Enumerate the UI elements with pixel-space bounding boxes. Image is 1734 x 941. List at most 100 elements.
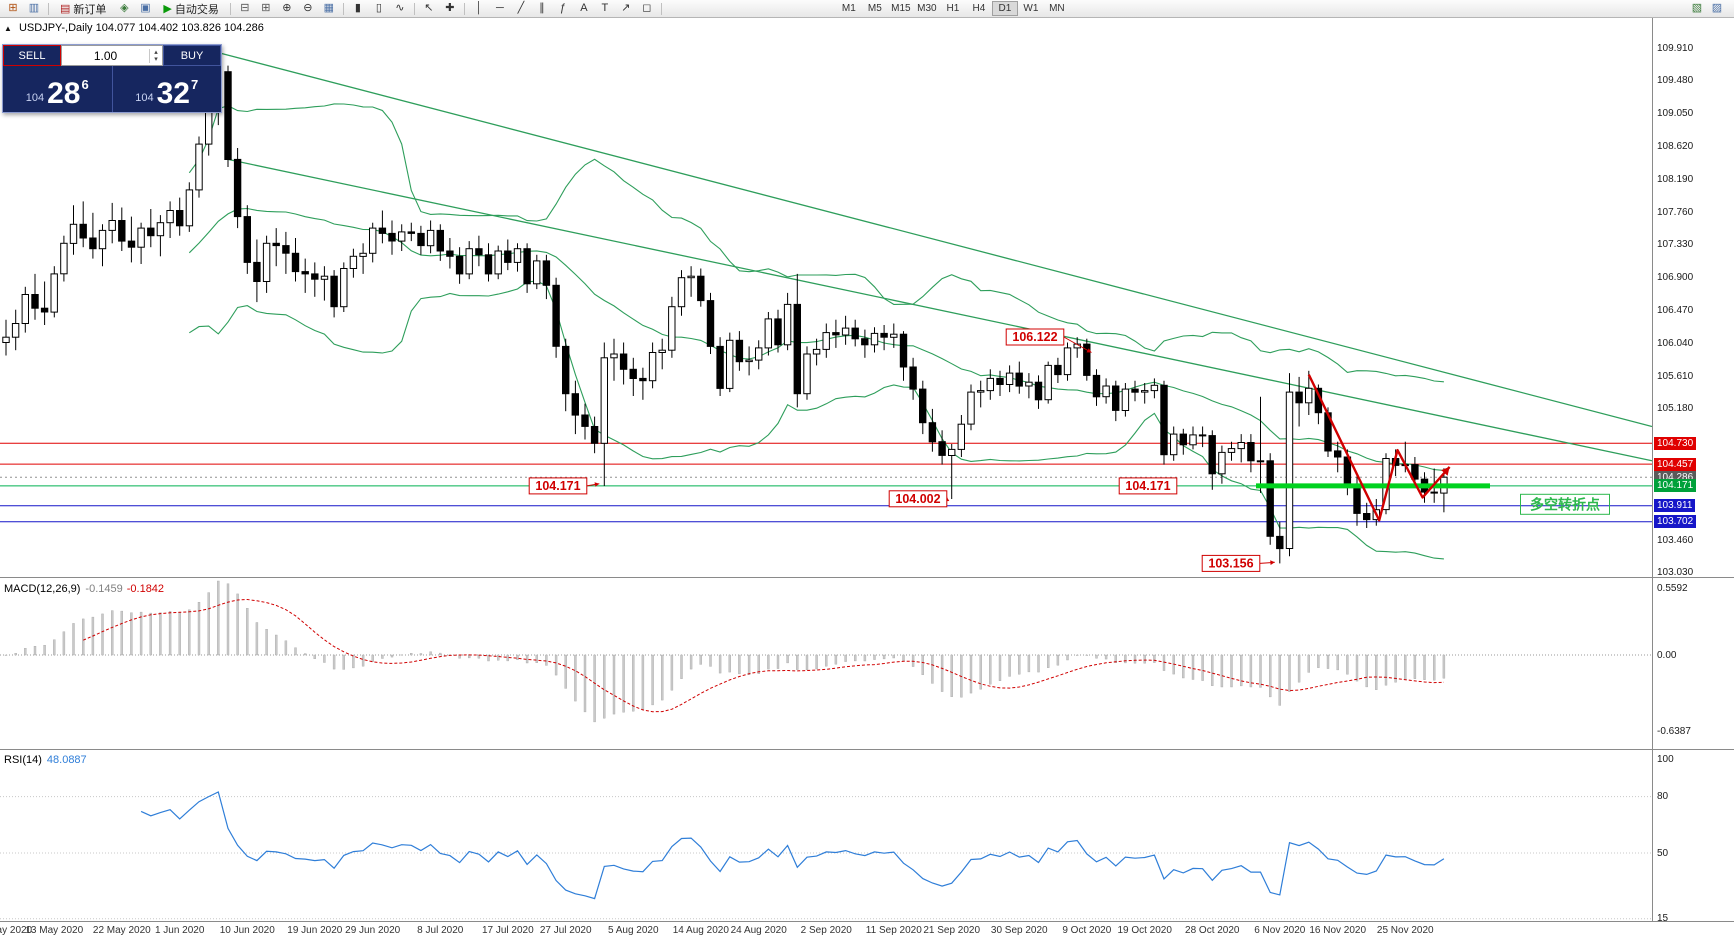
price-callout-box[interactable]: [528, 477, 588, 495]
timeframe-m5[interactable]: M5: [867, 3, 882, 14]
zoom-in-icon[interactable]: ⊕: [282, 2, 292, 14]
bar-chart-mode-icon[interactable]: ▮: [354, 2, 361, 14]
timeframe-m1[interactable]: M1: [841, 3, 856, 14]
price-callout-box[interactable]: [1118, 477, 1178, 495]
market-watch-icon[interactable]: ◈: [120, 2, 129, 14]
candle: [98, 229, 107, 250]
price-callout-box[interactable]: [1201, 554, 1261, 572]
date-tick-label: 22 May 2020: [92, 925, 151, 936]
candle: [1266, 460, 1274, 537]
arrow-tool-icon[interactable]: ↗: [621, 2, 631, 14]
volume-input[interactable]: 1.00 ▴ ▾: [61, 45, 163, 66]
auto-scroll-icon[interactable]: ▨: [1711, 2, 1723, 14]
note-text: 多空转折点: [1530, 496, 1600, 512]
macd-histogram-bar: [72, 623, 75, 656]
macd-histogram-bar: [400, 654, 403, 656]
shapes-tool-icon[interactable]: ◻: [642, 2, 652, 14]
rsi-surface[interactable]: [0, 751, 1652, 922]
candlestick-mode-icon[interactable]: ▯: [375, 2, 382, 14]
trendline-tool-icon[interactable]: ╱: [517, 2, 525, 14]
candle: [137, 227, 145, 248]
date-tick-label: 21 Sep 2020: [923, 925, 981, 936]
candle: [542, 260, 551, 286]
timeframe-m30[interactable]: M30: [917, 3, 937, 14]
macd-pane[interactable]: [0, 580, 1652, 749]
sell-price-display[interactable]: 104 28 6: [3, 66, 113, 112]
new-chart-icon[interactable]: ⊞: [8, 2, 18, 14]
horizontal-line-tool-icon[interactable]: ─: [495, 2, 504, 14]
tile-charts-icon[interactable]: ▦: [323, 2, 335, 14]
macd-histogram-bar: [265, 629, 268, 656]
timeframe-h4[interactable]: H4: [972, 3, 986, 14]
arrow-head-icon: [1086, 348, 1092, 353]
macd-histogram-bar: [246, 608, 249, 656]
macd-histogram-bar: [14, 653, 17, 656]
buy-price-prefix: 104: [135, 92, 154, 104]
chart-surface[interactable]: [0, 18, 1652, 577]
timeframe-mn[interactable]: MN: [1049, 3, 1065, 14]
trendline-1[interactable]: [218, 51, 1652, 428]
crosshair-tool-icon[interactable]: ✚: [445, 2, 455, 14]
zoom-out-icon[interactable]: ⊖: [303, 2, 313, 14]
trendline-2[interactable]: [227, 158, 1652, 462]
main-chart-pane[interactable]: 106.122 104.171 104.002 104.171 103.156 多空转折点: [0, 18, 1652, 577]
date-tick-label: 24 Aug 2020: [730, 925, 787, 936]
price-tick-label: 105.610: [1657, 370, 1694, 382]
trade-panel-toggle[interactable]: ▲: [4, 24, 12, 33]
label-tool-icon[interactable]: T: [601, 2, 609, 14]
rsi-pane[interactable]: [0, 751, 1652, 922]
tile-windows-icon[interactable]: ⊞: [261, 2, 271, 14]
timeframe-h1[interactable]: H1: [946, 3, 960, 14]
timeframe-m15[interactable]: M15: [891, 3, 911, 14]
cursor-tool-icon[interactable]: ↖: [424, 2, 434, 14]
candle: [1025, 381, 1033, 387]
price-callout-box[interactable]: [888, 490, 948, 508]
symbol-ohlc-text: USDJPY-,Daily 104.077 104.402 103.826 10…: [18, 22, 264, 34]
fibonacci-tool-icon[interactable]: ƒ: [559, 2, 566, 14]
candle: [1160, 384, 1168, 456]
macd-histogram-bar: [429, 651, 432, 656]
chart-profiles-icon[interactable]: ▥: [28, 2, 40, 14]
volume-increase-button[interactable]: ▴: [154, 48, 158, 56]
cascade-windows-icon[interactable]: ⊟: [240, 2, 250, 14]
date-tick-label: 10 Jun 2020: [219, 925, 275, 936]
text-tool-icon[interactable]: A: [580, 2, 588, 14]
sell-price-prefix: 104: [25, 92, 45, 104]
macd-histogram-bar: [101, 613, 104, 656]
date-tick-label: 1 Jun 2020: [154, 925, 205, 936]
volume-decrease-button[interactable]: ▾: [154, 55, 158, 63]
auto-trading-button-icon: ▶: [163, 3, 172, 15]
macd-histogram-bar: [1220, 654, 1224, 688]
macd-histogram-bar: [786, 654, 789, 664]
date-tick-label: 9 Oct 2020: [1062, 925, 1112, 936]
trend-zigzag-annotation[interactable]: [1307, 374, 1451, 522]
new-order-button[interactable]: ▤ 新订单: [53, 1, 113, 16]
timeframe-d1[interactable]: D1: [991, 1, 1018, 16]
trade-panel-controls: SELL 1.00 ▴ ▾ BUY: [3, 45, 221, 66]
macd-scale-label: -0.6387: [1657, 726, 1691, 738]
candle: [475, 248, 483, 256]
note-box[interactable]: [1520, 493, 1610, 515]
timeframe-w1[interactable]: W1: [1023, 3, 1039, 14]
macd-histogram-bar: [1423, 654, 1426, 680]
date-tick-label: 11 Sep 2020: [865, 925, 922, 936]
macd-histogram-bar: [120, 610, 124, 656]
buy-button[interactable]: BUY: [163, 45, 221, 66]
macd-histogram-bar: [1336, 654, 1339, 671]
sell-button[interactable]: SELL: [3, 45, 61, 66]
candle: [533, 260, 541, 285]
buy-price-display[interactable]: 104 32 7: [113, 66, 222, 112]
date-tick-label: 27 Jul 2020: [539, 925, 592, 936]
price-callout-box[interactable]: [1005, 328, 1065, 346]
vertical-line-tool-icon[interactable]: │: [475, 2, 483, 14]
line-chart-mode-icon[interactable]: ∿: [395, 2, 405, 14]
channel-tool-icon[interactable]: ∥: [539, 2, 545, 14]
chart-header: ▲ USDJPY-,Daily 104.077 104.402 103.826 …: [4, 22, 264, 34]
macd-histogram-bar: [352, 654, 355, 669]
candle: [108, 220, 116, 231]
candle: [861, 338, 869, 346]
auto-trading-button[interactable]: ▶ 自动交易: [156, 1, 225, 16]
data-window-icon[interactable]: ▣: [140, 2, 151, 14]
macd-histogram-bar: [342, 654, 345, 670]
chart-shift-icon[interactable]: ▧: [1691, 2, 1703, 14]
